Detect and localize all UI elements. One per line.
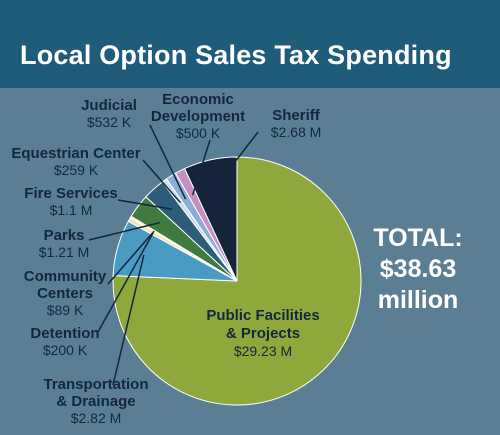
label-fire-name: Fire Services [24,185,117,202]
label-fire-value: $1.1 M [50,202,93,218]
label-parks-value: $1.21 M [39,244,90,260]
label-sheriff-name: Sheriff [272,107,321,124]
pie-slices [112,156,362,406]
label-public-name-2: & Projects [226,325,300,342]
total-label-line-3: million [378,286,459,314]
label-equestrian-name: Equestrian Center [11,145,140,162]
title-bar: Local Option Sales Tax Spending [0,0,500,88]
total-label-line-2: $38.63 [380,255,456,283]
label-transport-name-2: & Drainage [56,393,135,410]
label-judicial-name: Judicial [81,97,137,114]
leader-line-econ [191,139,211,196]
label-public-name-1: Public Facilities [206,307,319,324]
leader-line-transport [112,254,145,386]
label-public-value: $29.23 M [234,343,292,359]
leader-line-parks [88,221,161,241]
pie-slice-sheriff [183,156,238,282]
chart-title: Local Option Sales Tax Spending [20,40,452,70]
leader-line-equestrian [142,159,181,204]
label-transport-value: $2.82 M [71,410,122,426]
total-label-line-1: TOTAL: [373,224,462,252]
label-parks-name: Parks [44,227,85,244]
label-econ-name-1: Economic [162,91,234,108]
label-judicial-value: $532 K [87,114,132,130]
label-econ-value: $500 K [176,125,221,141]
label-detention-name: Detention [30,325,99,342]
leader-line-judicial [149,124,187,200]
label-equestrian-value: $259 K [54,162,99,178]
label-community-name-2: Centers [37,285,93,302]
leader-lines [88,124,259,386]
label-econ-name-2: Development [151,108,245,125]
label-sheriff-value: $2.68 M [271,124,322,140]
leader-line-sheriff [215,131,259,188]
leader-line-community [107,230,155,285]
label-community-name-1: Community [24,268,107,285]
label-transport-name-1: Transportation [43,376,148,393]
label-community-value: $89 K [47,302,84,318]
label-detention-value: $200 K [43,342,88,358]
leader-line-detention [97,232,154,333]
leader-line-fire [117,199,173,211]
